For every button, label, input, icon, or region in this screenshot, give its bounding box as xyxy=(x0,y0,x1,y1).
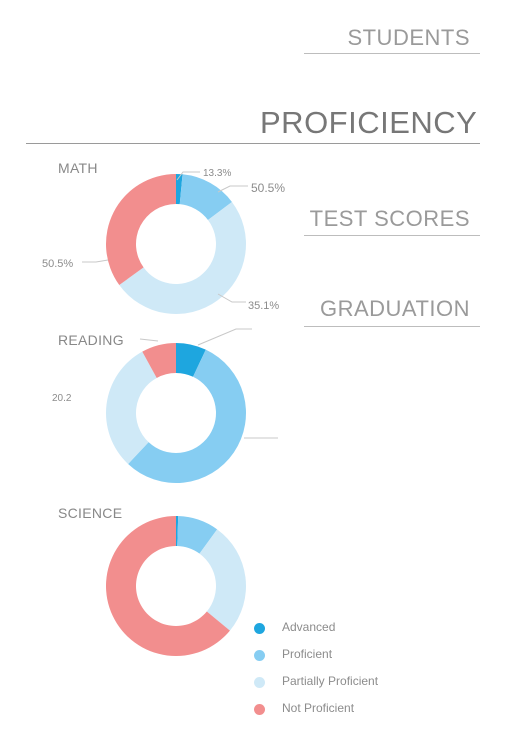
science-slice-proficient[interactable] xyxy=(177,516,218,554)
math-label-not-proficient: 50.5% xyxy=(42,258,73,270)
legend-dot-proficient xyxy=(254,650,265,661)
legend-dot-partially-proficient xyxy=(254,677,265,688)
math-label-advanced: 13.3% xyxy=(203,168,231,179)
science-slice-advanced[interactable] xyxy=(176,516,179,547)
math-leader-advanced xyxy=(176,171,200,181)
legend-label: Advanced xyxy=(282,620,336,634)
legend-label: Partially Proficient xyxy=(282,674,379,688)
math-donut xyxy=(105,174,246,314)
math-slice-not-proficient[interactable] xyxy=(105,174,176,286)
math-leader-not-proficient xyxy=(82,259,109,263)
reading-slice-proficient[interactable] xyxy=(128,349,247,484)
math-slice-partially-proficient[interactable] xyxy=(119,201,246,314)
math-chart-title: MATH xyxy=(58,160,98,176)
legend-dot-not-proficient xyxy=(254,704,265,715)
nav-test-scores[interactable]: TEST SCORES xyxy=(309,206,470,231)
reading-chart-title: READING xyxy=(58,332,124,348)
reading-label-advanced: 20.2 xyxy=(52,393,72,404)
reading-slice-partially-proficient[interactable] xyxy=(105,351,157,465)
nav-students[interactable]: STUDENTS xyxy=(347,25,470,50)
math-label-partial: 35.1% xyxy=(248,300,279,312)
math-leader-partial xyxy=(217,293,246,303)
reading-slice-not-proficient[interactable] xyxy=(142,343,176,378)
math-slice-proficient[interactable] xyxy=(179,174,232,220)
math-label-proficient: 50.5% xyxy=(251,181,285,195)
legend-label: Proficient xyxy=(282,647,333,661)
nav-students-underline xyxy=(304,53,480,54)
legend-dot-advanced xyxy=(254,623,265,634)
science-chart-title: SCIENCE xyxy=(58,505,123,521)
nav-graduation[interactable]: GRADUATION xyxy=(319,296,470,321)
nav-test-scores-underline xyxy=(304,235,480,236)
nav-proficiency[interactable]: PROFICIENCY xyxy=(260,105,478,140)
math-slice-advanced[interactable] xyxy=(176,174,183,205)
reading-slice-advanced[interactable] xyxy=(176,343,206,377)
math-leader-proficient xyxy=(217,185,248,193)
nav-graduation-underline xyxy=(304,326,480,327)
math-annotations xyxy=(82,171,248,303)
nav-proficiency-underline xyxy=(26,143,480,144)
legend-label: Not Proficient xyxy=(282,701,355,715)
reading-leader-top xyxy=(197,328,252,346)
science-donut xyxy=(106,516,247,656)
reading-leader-left xyxy=(139,338,159,342)
reading-donut xyxy=(105,343,247,484)
reading-annotations xyxy=(139,328,278,439)
science-slice-partially-proficient[interactable] xyxy=(199,529,247,631)
science-slice-not-proficient[interactable] xyxy=(106,516,230,656)
